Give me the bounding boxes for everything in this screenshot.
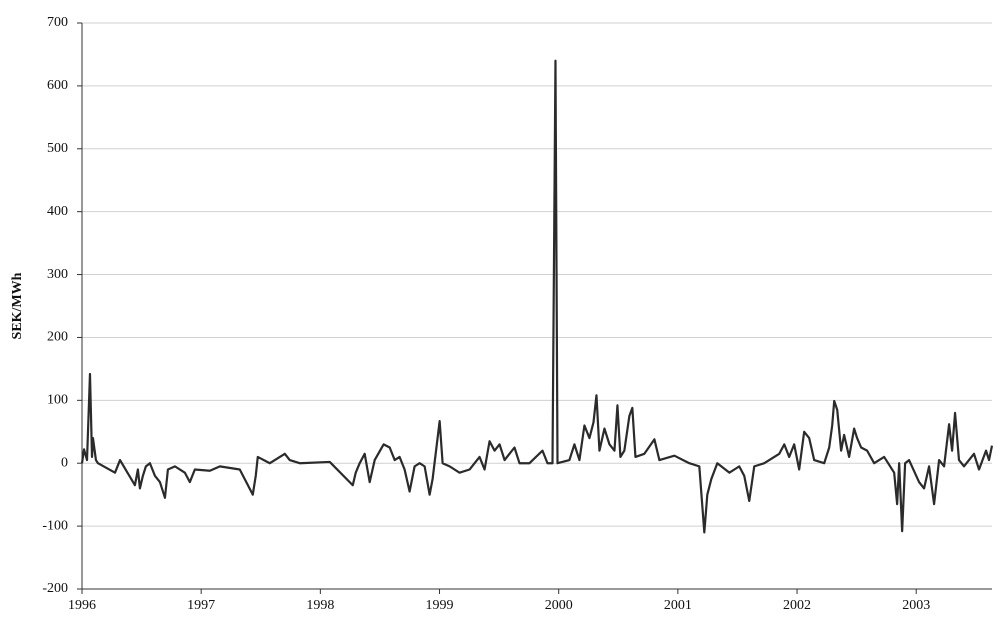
y-tick-label: 400 [47,204,68,219]
y-axis-label: SEK/MWh [10,272,25,339]
y-tick-label: -200 [42,581,68,596]
y-tick-label: 100 [47,393,68,408]
x-tick-label: 1999 [426,598,454,613]
y-tick-label: 300 [47,267,68,282]
y-tick-label: -100 [42,518,68,533]
y-tick-label: 500 [47,141,68,156]
x-tick-label: 2003 [902,598,930,613]
x-tick-label: 1997 [187,598,215,613]
x-tick-label: 2002 [783,598,811,613]
x-tick-label: 1996 [68,598,96,613]
y-tick-label: 700 [47,15,68,30]
y-tick-label: 0 [61,455,68,470]
x-tick-label: 2001 [664,598,692,613]
x-tick-label: 1998 [306,598,334,613]
y-tick-label: 200 [47,330,68,345]
x-tick-label: 2000 [545,598,573,613]
data-line [80,59,993,534]
y-tick-label: 600 [47,78,68,93]
